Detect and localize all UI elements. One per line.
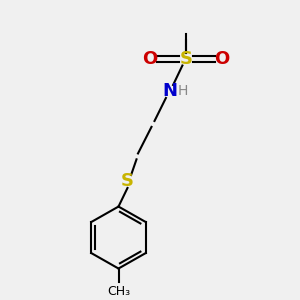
Text: N: N [162, 82, 177, 100]
Text: H: H [178, 85, 188, 98]
Text: S: S [121, 172, 134, 190]
Text: O: O [214, 50, 230, 68]
Text: CH₃: CH₃ [107, 285, 130, 298]
Text: O: O [142, 50, 158, 68]
Text: S: S [179, 50, 193, 68]
